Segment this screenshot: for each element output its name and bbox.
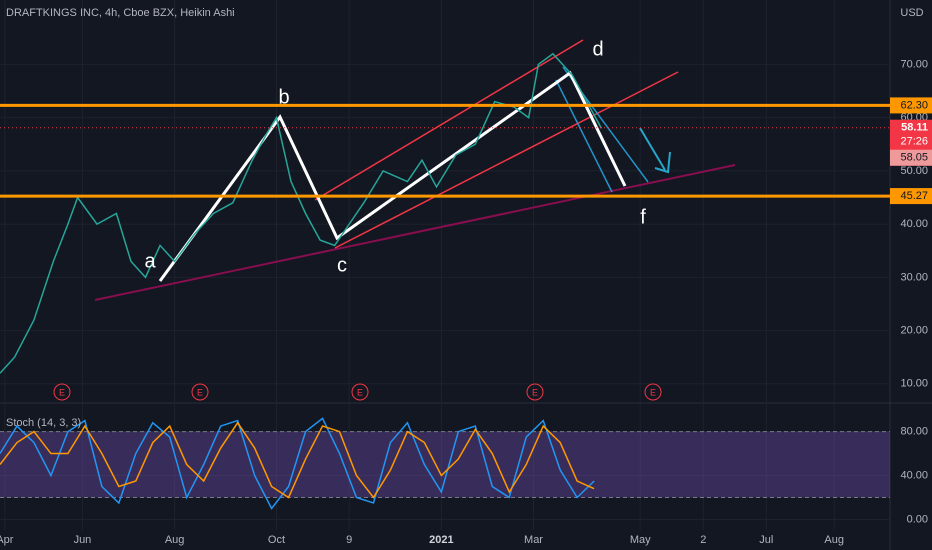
- y-tick-label: 0.00: [907, 513, 928, 525]
- price-tag: [890, 149, 932, 166]
- earnings-label: E: [357, 387, 363, 397]
- stoch-line: [0, 417, 595, 510]
- trend-line: [94, 164, 736, 301]
- stoch-band: [0, 431, 890, 498]
- wave-label: a: [144, 250, 156, 272]
- x-tick-label: May: [630, 534, 651, 546]
- channel-line: [555, 79, 613, 193]
- price-tag-label: 58.11: [901, 122, 928, 134]
- y-tick-label: 10.00: [900, 378, 928, 390]
- x-tick-label: Aug: [165, 534, 185, 546]
- x-tick-label: Mar: [524, 534, 543, 546]
- y-tick-label: 50.00: [900, 165, 928, 177]
- drawings: [94, 39, 736, 301]
- wave-line: [158, 70, 627, 282]
- x-tick-label: Jul: [759, 534, 773, 546]
- x-tick-label: 2: [700, 534, 706, 546]
- earnings-label: E: [197, 387, 203, 397]
- price-tag-label: 45.27: [900, 190, 928, 202]
- x-tick-label: Oct: [268, 534, 285, 546]
- x-tick-label: 9: [346, 534, 352, 546]
- price-tag: [890, 97, 932, 114]
- y-tick-label: 40.00: [900, 218, 928, 230]
- x-tick-label: Apr: [0, 534, 14, 546]
- earnings-label: E: [650, 387, 656, 397]
- x-tick-label: Aug: [824, 534, 844, 546]
- header: DRAFTKINGS INC, 4h, Cboe BZX, Heikin Ash…: [6, 7, 235, 19]
- y-tick-label: 20.00: [900, 325, 928, 337]
- y-tick-label: 30.00: [900, 271, 928, 283]
- y-tick-label: 70.00: [900, 58, 928, 70]
- wave-label: b: [278, 86, 289, 108]
- earnings-marker: [351, 383, 369, 401]
- earnings-label: E: [532, 387, 538, 397]
- arrow: [639, 127, 671, 174]
- earnings-marker: [526, 383, 544, 401]
- wave-label: c: [337, 254, 347, 276]
- price-tag: [890, 188, 932, 205]
- x-tick-label: 2021: [429, 534, 453, 546]
- wave-label: f: [640, 206, 646, 228]
- channel-line: [334, 71, 679, 249]
- stoch-line: [0, 421, 595, 499]
- earnings-marker: [53, 383, 71, 401]
- currency: USD: [900, 7, 923, 19]
- y-tick-label: 80.00: [900, 425, 928, 437]
- earnings-label: E: [59, 387, 65, 397]
- y-tick-label: 40.00: [900, 469, 928, 481]
- x-tick-label: Jun: [74, 534, 92, 546]
- earnings-marker: [644, 383, 662, 401]
- countdown: 27:26: [900, 136, 928, 148]
- price-tag-label: 62.30: [900, 99, 928, 111]
- earnings-marker: [191, 383, 209, 401]
- wave-label: d: [592, 38, 603, 60]
- price-tag-label: 58.05: [900, 152, 928, 164]
- indicator-title: Stoch (14, 3, 3): [6, 417, 81, 429]
